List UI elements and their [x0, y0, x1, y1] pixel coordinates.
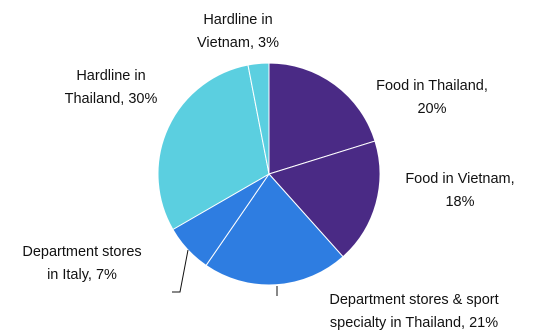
- pie-slice-hardline-vietnam: [247, 62, 270, 175]
- slice-label-line: Vietnam, 3%: [197, 35, 279, 51]
- slice-label-dept-stores-italy: Department stores in Italy, 7%: [22, 244, 141, 283]
- slice-label-line: Hardline in: [203, 12, 272, 28]
- leader-lines: [172, 249, 278, 296]
- pie-slice-food-thailand: [268, 62, 376, 175]
- pie-slice-hardline-thailand: [157, 64, 270, 231]
- pie-slice-food-vietnam: [268, 140, 381, 258]
- slice-labels: Food in Thailand, 20% Food in Vietnam, 18% D…: [22, 12, 514, 331]
- pie-slice-dept-stores-thailand: [205, 173, 344, 286]
- slice-label-line: Hardline in: [76, 68, 145, 84]
- slice-label-line: specialty in Thailand, 21%: [330, 315, 498, 331]
- slice-label-line: Department stores & sport: [329, 292, 498, 308]
- slice-label-line: Thailand, 30%: [65, 91, 158, 107]
- slice-label-line: 18%: [445, 194, 474, 210]
- slice-label-food-thailand: Food in Thailand, 20%: [376, 78, 488, 117]
- slice-label-line: Department stores: [22, 244, 141, 260]
- pie-slices: [157, 62, 381, 286]
- slice-label-line: Food in Thailand,: [376, 78, 488, 94]
- slice-label-dept-stores-thailand: Department stores & sport specialty in Th…: [329, 292, 498, 331]
- slice-label-hardline-thailand: Hardline in Thailand, 30%: [65, 68, 158, 107]
- slice-label-line: in Italy, 7%: [47, 267, 117, 283]
- slice-label-line: Food in Vietnam,: [405, 171, 514, 187]
- slice-label-hardline-vietnam: Hardline in Vietnam, 3%: [197, 12, 279, 51]
- slice-label-line: 20%: [417, 101, 446, 117]
- slice-label-food-vietnam: Food in Vietnam, 18%: [405, 171, 514, 210]
- leader-line-dept-stores-italy: [172, 249, 189, 293]
